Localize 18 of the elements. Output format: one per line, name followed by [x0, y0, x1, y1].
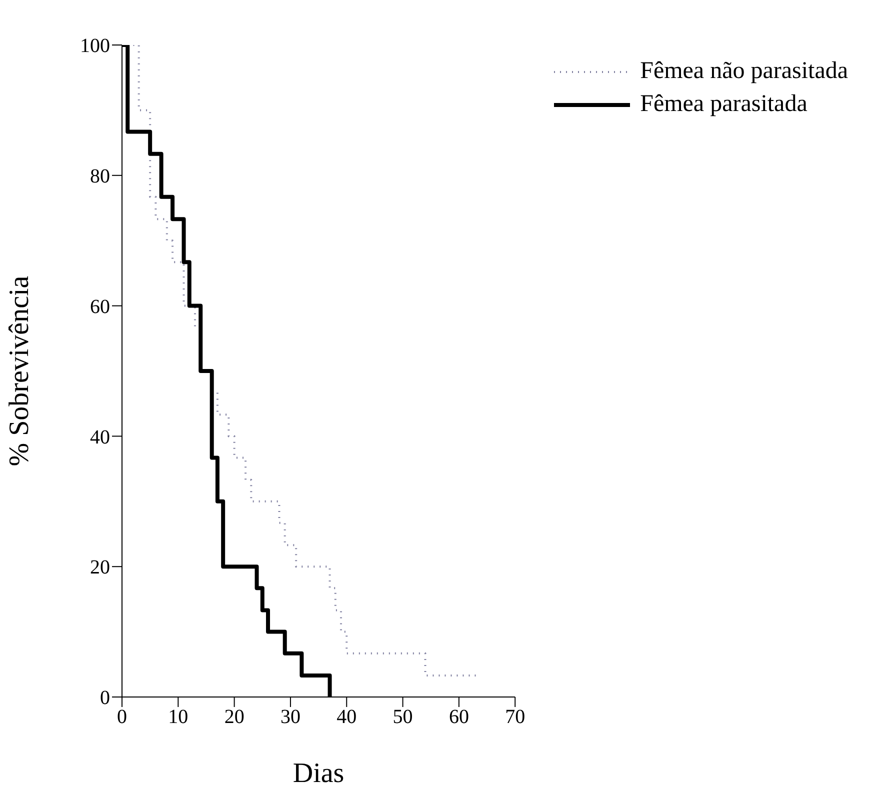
legend-label: Fêmea não parasitada — [640, 58, 848, 85]
x-tick-label: 40 — [336, 706, 357, 728]
y-tick-label: 0 — [100, 687, 110, 710]
x-tick-label: 60 — [448, 706, 469, 728]
x-axis-title: Dias — [292, 758, 344, 789]
x-tick-label: 70 — [505, 706, 526, 728]
y-tick-label: 40 — [90, 426, 110, 448]
x-tick-label: 50 — [392, 706, 413, 728]
y-tick-label: 20 — [90, 556, 110, 579]
x-tick-label: 10 — [168, 706, 188, 728]
y-axis-title: % Sobrevivência — [4, 275, 35, 466]
x-tick-label: 30 — [280, 706, 300, 728]
y-tick-label: 80 — [90, 166, 110, 188]
x-tick-label: 0 — [117, 706, 127, 728]
y-tick-label: 60 — [90, 296, 110, 318]
legend-label: Fêmea parasitada — [640, 91, 808, 118]
x-tick-label: 20 — [224, 706, 244, 728]
y-tick-label: 100 — [80, 35, 110, 58]
